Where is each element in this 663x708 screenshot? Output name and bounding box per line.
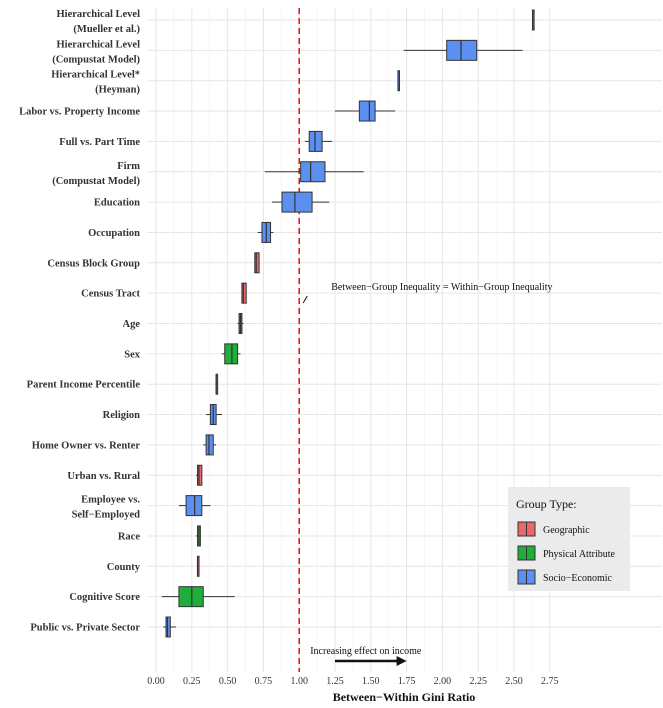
category-label-line: Hierarchical Level* <box>51 70 140 81</box>
box-9 <box>242 283 246 303</box>
category-label-line: (Mueller et al.) <box>73 24 140 35</box>
legend-label: Physical Attribute <box>543 549 616 560</box>
x-tick-label: 0.75 <box>255 676 273 687</box>
category-label-line: Employee vs. <box>81 495 140 506</box>
box-0 <box>533 10 535 30</box>
x-tick-label: 2.50 <box>505 676 523 687</box>
box-rect <box>359 101 375 121</box>
category-label: Age <box>123 319 141 330</box>
category-label: Race <box>118 531 140 542</box>
box-12 <box>216 374 218 394</box>
reference-annotation: Between−Group Inequality = Within−Group … <box>331 282 552 293</box>
category-label-line: (Compustat Model) <box>52 54 140 65</box>
category-label: Census Tract <box>81 289 140 300</box>
category-label-line: Labor vs. Property Income <box>19 107 140 118</box>
box-rect <box>206 435 213 455</box>
category-label-line: Urban vs. Rural <box>67 471 140 482</box>
box-rect <box>166 617 170 637</box>
category-label: Labor vs. Property Income <box>19 107 140 118</box>
category-label: Census Block Group <box>47 258 140 269</box>
box-rect <box>447 40 477 60</box>
category-label-line: Hierarchical Level <box>57 39 141 50</box>
category-label-line: Firm <box>117 161 140 172</box>
arrow-annotation: Increasing effect on income <box>310 646 422 657</box>
category-label-line: Religion <box>103 410 140 421</box>
category-label-line: Census Tract <box>81 289 140 300</box>
box-rect <box>179 587 203 607</box>
legend-title: Group Type: <box>516 497 577 511</box>
x-tick-label: 2.75 <box>541 676 559 687</box>
category-label-line: Occupation <box>88 228 140 239</box>
box-2 <box>398 71 400 91</box>
x-tick-label: 2.00 <box>434 676 452 687</box>
category-label: Home Owner vs. Renter <box>32 440 141 451</box>
category-label: Hierarchical Level (Compustat Model) <box>52 39 140 65</box>
category-label-line: Hierarchical Level <box>57 9 141 20</box>
category-label: Occupation <box>88 228 140 239</box>
x-tick-label: 1.25 <box>326 676 344 687</box>
box-rect <box>255 253 259 273</box>
category-label: Hierarchical Level (Mueller et al.) <box>57 9 141 35</box>
category-label: Sex <box>124 349 141 360</box>
x-tick-label: 1.75 <box>398 676 416 687</box>
category-label-line: Full vs. Part Time <box>59 137 140 148</box>
legend-label: Socio−Economic <box>543 573 613 584</box>
category-label-line: Public vs. Private Sector <box>30 623 140 634</box>
x-axis-title: Between−Within Gini Ratio <box>333 690 476 704</box>
x-tick-label: 0.50 <box>219 676 237 687</box>
box-rect <box>225 344 238 364</box>
box-rect <box>198 465 202 485</box>
box-11 <box>222 344 241 364</box>
box-18 <box>198 556 200 576</box>
box-rect <box>309 131 322 151</box>
category-label: Urban vs. Rural <box>67 471 140 482</box>
legend: Group Type: Geographic Physical Attribute S… <box>508 487 630 591</box>
category-label-line: (Compustat Model) <box>52 176 140 187</box>
x-tick-labels: 0.00 0.25 0.50 0.75 1.00 1.25 1.50 1.75 2.00 2.25… <box>147 676 558 687</box>
category-label-line: Parent Income Percentile <box>27 380 141 391</box>
category-labels: Hierarchical Level (Mueller et al.)Hierar… <box>19 9 141 634</box>
box-rect <box>282 192 312 212</box>
x-tick-label: 0.00 <box>147 676 165 687</box>
category-label-line: Race <box>118 531 140 542</box>
legend-label: Geographic <box>543 525 590 536</box>
category-label-line: Sex <box>124 349 141 360</box>
category-label-line: Cognitive Score <box>69 592 140 603</box>
category-label: Public vs. Private Sector <box>30 623 140 634</box>
category-label-line: Census Block Group <box>47 258 140 269</box>
category-label-line: (Heyman) <box>95 85 140 96</box>
category-label: Full vs. Part Time <box>59 137 140 148</box>
category-label: Employee vs. Self−Employed <box>72 495 141 521</box>
category-label: Cognitive Score <box>69 592 140 603</box>
box-rect <box>301 162 325 182</box>
box-rect <box>242 283 246 303</box>
category-label: Parent Income Percentile <box>27 380 141 391</box>
box-rect <box>186 496 202 516</box>
x-tick-label: 1.00 <box>290 676 308 687</box>
box-8 <box>255 253 259 273</box>
x-tick-label: 1.50 <box>362 676 380 687</box>
category-label-line: Home Owner vs. Renter <box>32 440 141 451</box>
category-label: Religion <box>103 410 140 421</box>
category-label-line: County <box>107 562 141 573</box>
category-label: Firm (Compustat Model) <box>52 161 140 187</box>
category-label: County <box>107 562 141 573</box>
category-label-line: Education <box>94 198 140 209</box>
category-label-line: Age <box>123 319 141 330</box>
x-tick-label: 2.25 <box>469 676 487 687</box>
category-label: Hierarchical Level* (Heyman) <box>51 70 140 96</box>
category-label: Education <box>94 198 140 209</box>
x-tick-label: 0.25 <box>183 676 201 687</box>
category-label-line: Self−Employed <box>72 510 141 521</box>
